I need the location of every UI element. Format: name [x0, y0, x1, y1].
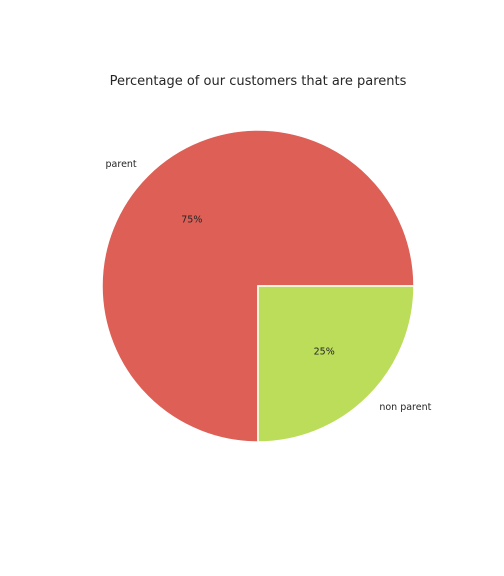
slice-label-non-parent: non parent	[379, 402, 431, 413]
pie-slice-parent	[101, 129, 415, 443]
slice-percent-parent: 75%	[181, 214, 202, 225]
slice-percent-non-parent: 25%	[314, 347, 335, 358]
pie-labels: parent 75% non parent 25%	[106, 159, 432, 413]
slice-label-parent: parent	[106, 159, 137, 170]
chart-title: Percentage of our customers that are par…	[110, 74, 407, 89]
pie-slice-non-parent	[257, 285, 415, 443]
pie-slices	[101, 129, 415, 443]
